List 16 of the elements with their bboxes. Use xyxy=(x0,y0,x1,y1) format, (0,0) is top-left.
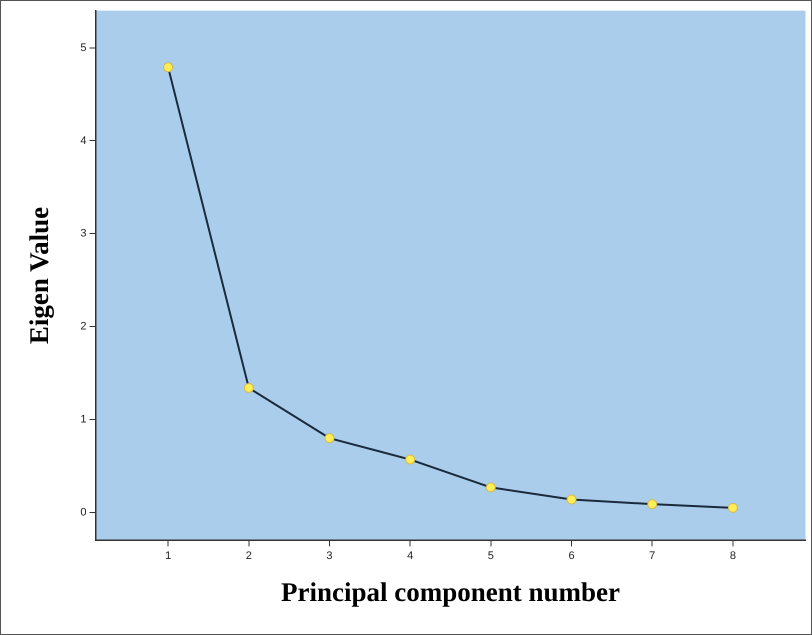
y-tick-label: 3 xyxy=(80,228,87,240)
y-tick-label: 1 xyxy=(80,414,87,426)
x-tick-label: 8 xyxy=(730,550,736,562)
x-tick-label: 3 xyxy=(326,550,333,562)
x-tick-label: 2 xyxy=(246,550,252,562)
x-axis-title: Principal component number xyxy=(281,576,620,607)
x-tick-label: 7 xyxy=(649,550,656,562)
x-tick-label: 5 xyxy=(488,550,494,562)
y-tick-label: 5 xyxy=(80,42,87,54)
y-axis-title: Eigen Value xyxy=(24,206,54,344)
y-tick-label: 4 xyxy=(80,134,87,147)
x-tick-label: 4 xyxy=(407,550,414,562)
x-tick-label: 6 xyxy=(568,550,575,562)
y-tick-label: 2 xyxy=(80,320,87,333)
x-tick-label: 1 xyxy=(165,550,172,562)
y-tick-label: 0 xyxy=(80,506,87,519)
